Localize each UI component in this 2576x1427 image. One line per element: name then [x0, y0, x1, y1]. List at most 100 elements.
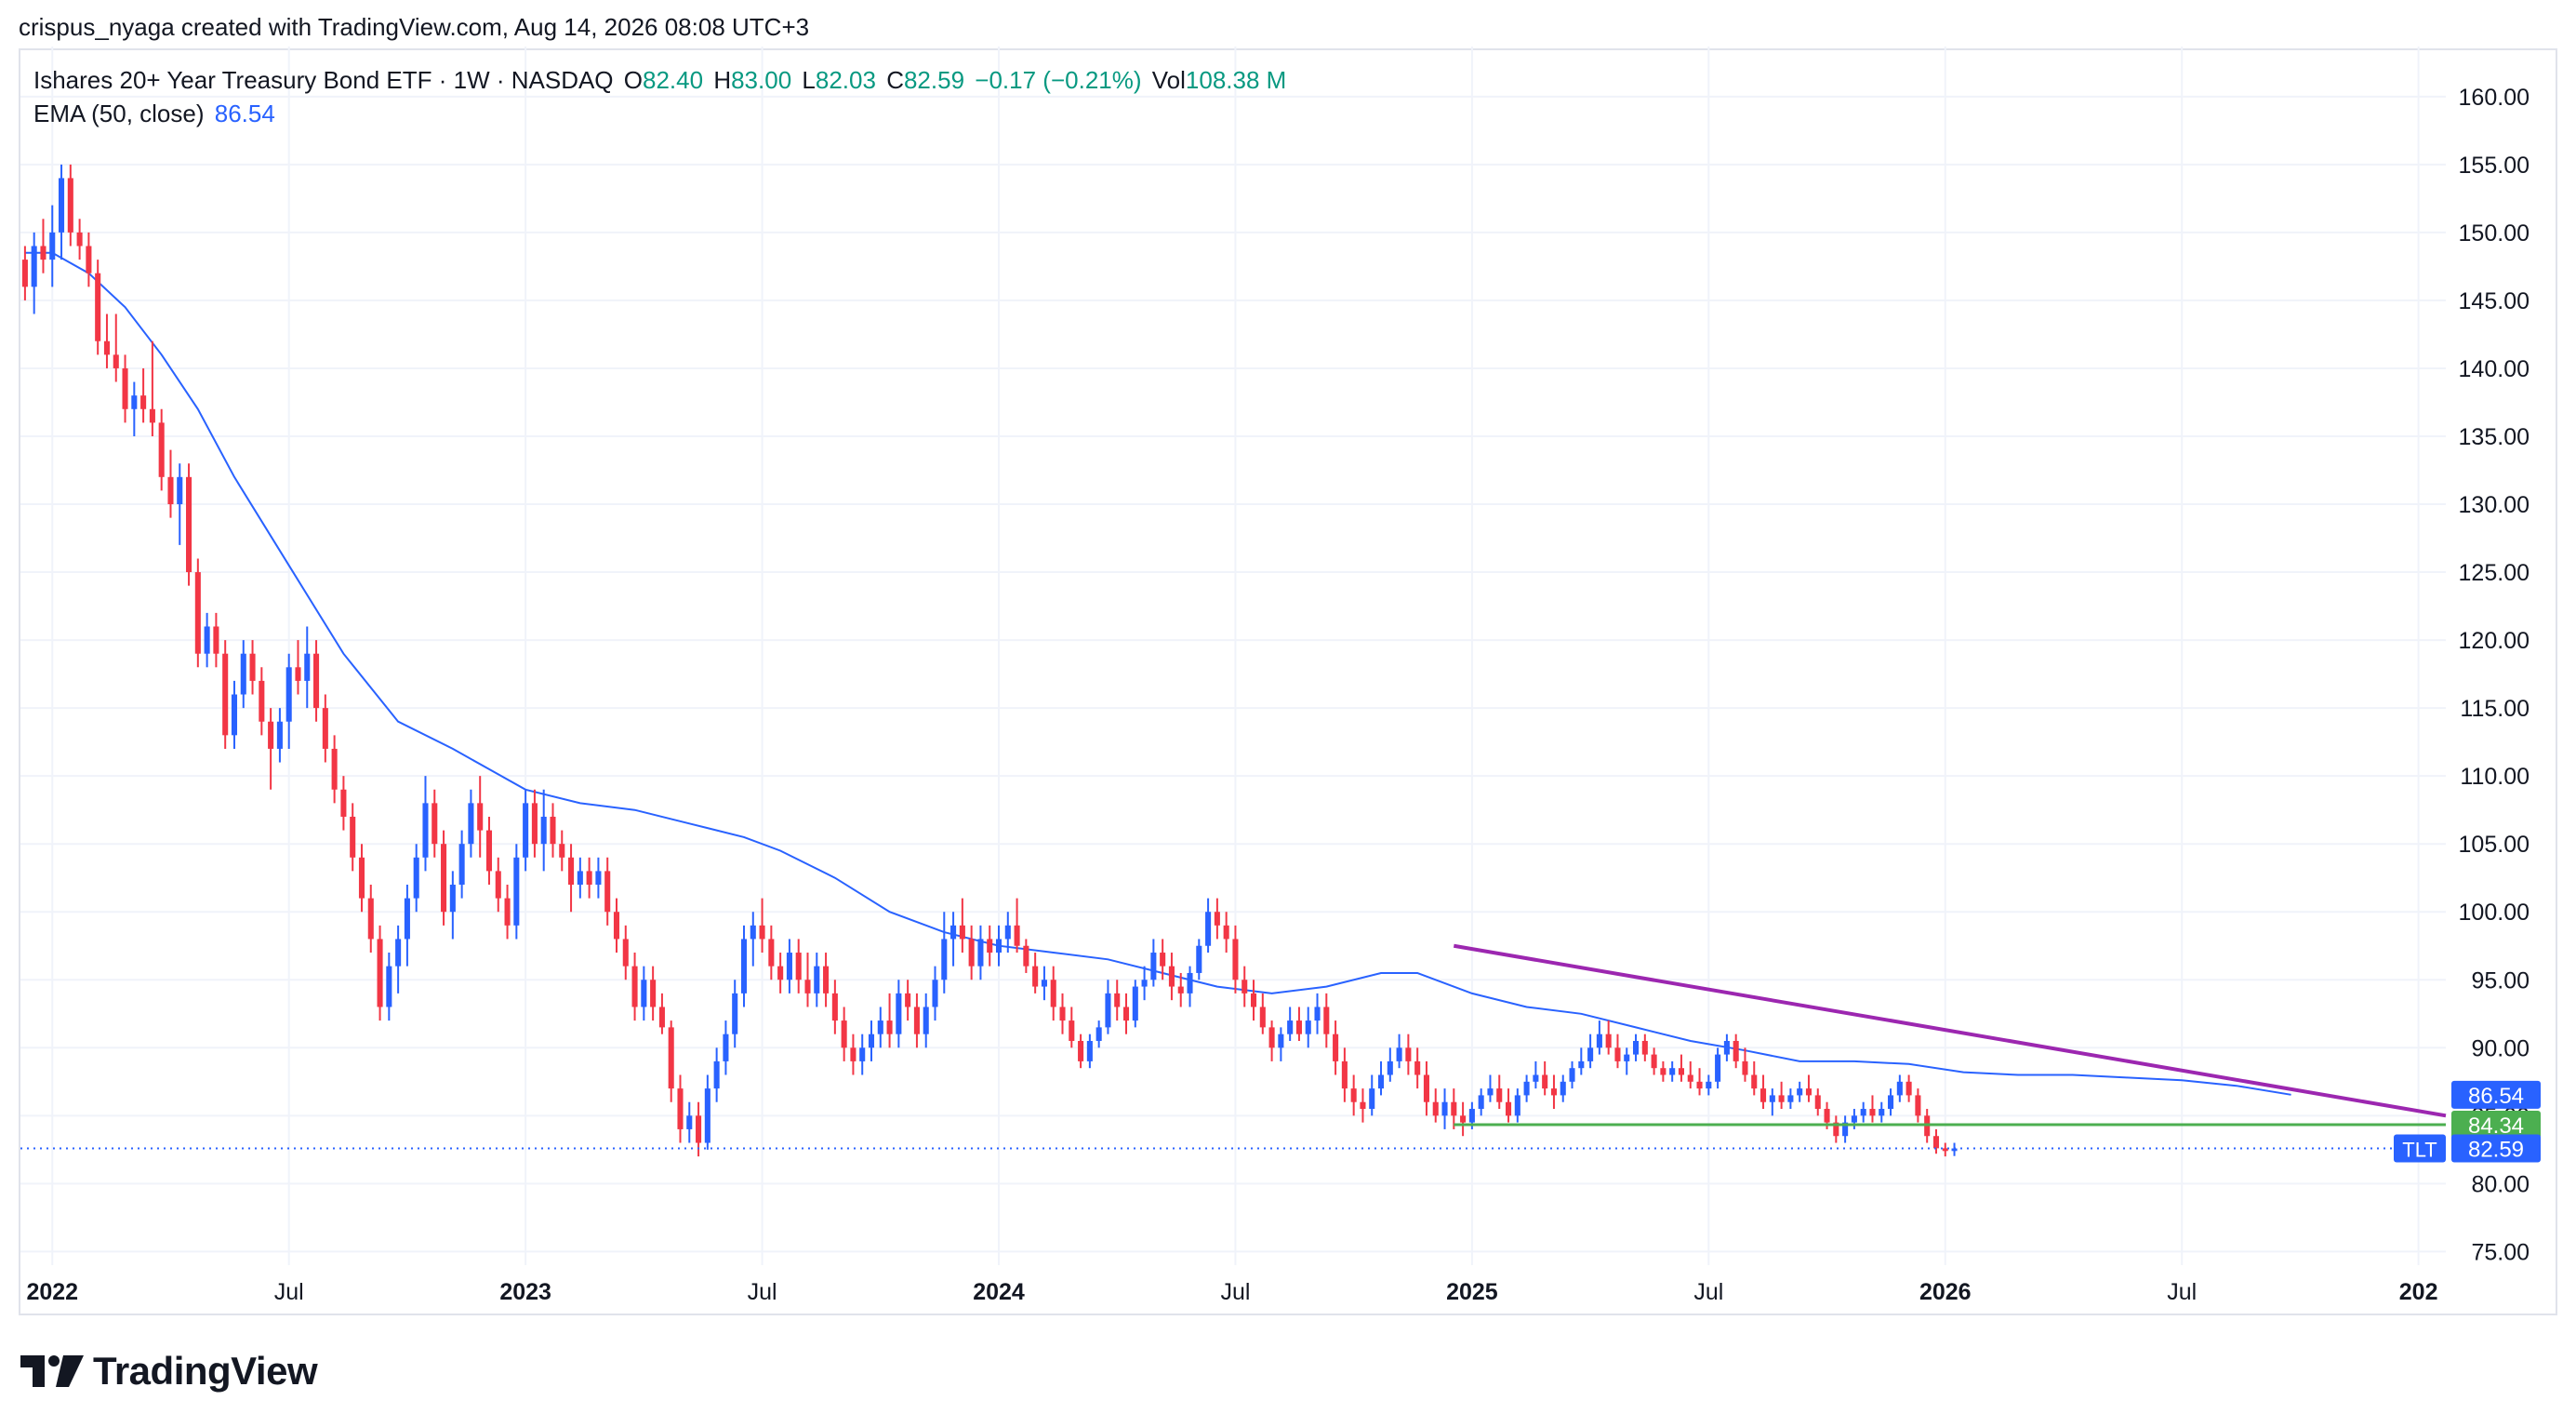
- candle: [1014, 898, 1020, 954]
- candle: [768, 925, 775, 980]
- candle: [932, 966, 938, 1021]
- candle: [1624, 1047, 1630, 1075]
- candle-body: [422, 803, 429, 858]
- candle: [213, 612, 219, 668]
- candle: [1542, 1060, 1548, 1096]
- candle: [413, 844, 419, 913]
- candle-body: [896, 993, 902, 1034]
- x-tick-label: Jul: [2167, 1279, 2197, 1305]
- candle: [1360, 1088, 1366, 1123]
- candle: [896, 980, 902, 1048]
- candle-body: [1824, 1109, 1830, 1123]
- ema-price-value: 86.54: [2468, 1084, 2524, 1109]
- candle-body: [140, 395, 147, 409]
- candle: [631, 953, 638, 1021]
- candle-body: [1851, 1115, 1857, 1123]
- candle: [1723, 1034, 1730, 1061]
- candle: [1114, 980, 1121, 1021]
- candle-body: [95, 273, 101, 341]
- candle: [67, 164, 73, 247]
- candle: [1160, 939, 1166, 980]
- candle-body: [1932, 1136, 1940, 1149]
- candle: [1678, 1054, 1684, 1082]
- candle: [131, 381, 138, 436]
- candle-body: [1278, 1034, 1284, 1048]
- candle: [1278, 1027, 1284, 1061]
- y-tick-label: 125.00: [2459, 560, 2530, 586]
- candle-body: [1569, 1068, 1575, 1082]
- candle: [1069, 1007, 1075, 1048]
- grid-lines: [20, 47, 2446, 1265]
- candle-body: [1605, 1034, 1612, 1048]
- candle: [595, 857, 602, 899]
- candle-body: [586, 871, 592, 886]
- candle: [158, 408, 165, 491]
- y-tick-label: 80.00: [2471, 1171, 2530, 1197]
- candle: [1523, 1074, 1530, 1102]
- candle-body: [395, 939, 402, 967]
- candle: [1086, 1034, 1093, 1069]
- candle-body: [658, 1007, 665, 1028]
- tradingview-logo-icon: [20, 1355, 84, 1387]
- candle: [1078, 1034, 1084, 1069]
- candle: [21, 246, 28, 300]
- candle-body: [1323, 1007, 1330, 1034]
- candle-body: [1086, 1040, 1093, 1061]
- candle-body: [49, 232, 56, 260]
- candle: [259, 667, 265, 736]
- candle: [1314, 993, 1321, 1034]
- candle: [276, 708, 283, 763]
- symbol-tag-text: TLT: [2402, 1139, 2437, 1162]
- chart-frame[interactable]: [19, 48, 2557, 1315]
- candle-body: [913, 1007, 920, 1034]
- candle-body: [222, 653, 229, 736]
- candle-body: [76, 232, 83, 247]
- candle: [750, 912, 756, 967]
- candle: [677, 1074, 684, 1143]
- candle-body: [823, 966, 830, 994]
- candle-body: [923, 1007, 929, 1034]
- candle-body: [1833, 1122, 1839, 1137]
- candle-body: [1496, 1088, 1503, 1102]
- candle: [1387, 1047, 1393, 1082]
- candle-body: [750, 925, 756, 940]
- candle-body: [1423, 1074, 1429, 1102]
- candle-body: [1842, 1122, 1849, 1137]
- candle-body: [131, 395, 138, 409]
- candle: [641, 966, 647, 1021]
- candle: [1023, 939, 1029, 973]
- candle-body: [1533, 1074, 1539, 1082]
- candle: [650, 966, 657, 1021]
- candle-body: [1369, 1088, 1375, 1110]
- tradingview-logo[interactable]: TradingView: [20, 1349, 318, 1394]
- attribution-text: crispus_nyaga created with TradingView.c…: [19, 13, 810, 41]
- symbol-tag: [2394, 1134, 2446, 1163]
- candle-body: [322, 708, 328, 749]
- candle-body: [877, 1020, 883, 1034]
- candle: [1797, 1081, 1803, 1102]
- candle: [658, 993, 665, 1034]
- legend-ema-row[interactable]: EMA (50, close) 86.54: [33, 97, 1286, 130]
- candle-body: [367, 898, 374, 940]
- candle-body: [995, 939, 1003, 954]
- candle: [1851, 1109, 1857, 1129]
- candle: [103, 313, 111, 368]
- candle: [295, 640, 301, 695]
- candle: [1333, 1020, 1339, 1075]
- candle: [1614, 1034, 1621, 1069]
- candle-body: [1578, 1060, 1585, 1069]
- symbol-description: Ishares 20+ Year Treasury Bond ETF · 1W …: [33, 66, 614, 94]
- candle: [1432, 1088, 1439, 1123]
- candle: [1250, 980, 1257, 1021]
- candle-body: [1250, 993, 1257, 1007]
- candle: [531, 789, 538, 858]
- candle-body: [613, 912, 620, 940]
- candle: [1122, 993, 1130, 1034]
- candle-body: [1797, 1088, 1803, 1096]
- x-tick-label: Jul: [1693, 1279, 1723, 1305]
- candle: [458, 830, 465, 899]
- x-tick-label: 202: [2399, 1279, 2438, 1305]
- candle-body: [1624, 1054, 1630, 1061]
- candle-body: [1687, 1074, 1693, 1082]
